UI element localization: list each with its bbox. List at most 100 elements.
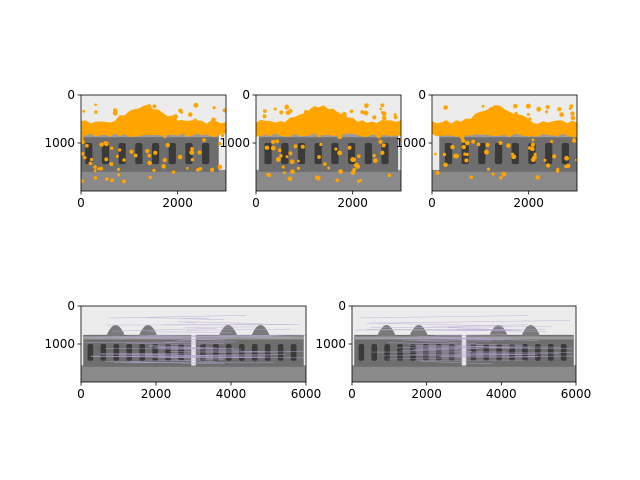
photo-window — [264, 344, 271, 361]
photo-window — [358, 344, 365, 361]
photo-window — [113, 344, 120, 361]
x-tick-label: 2000 — [411, 387, 442, 401]
keypoint — [398, 138, 401, 142]
keypoint — [210, 167, 215, 172]
keypoint — [258, 123, 261, 127]
match-line — [388, 342, 524, 346]
y-tick-label: 0 — [67, 299, 75, 313]
keypoint — [337, 134, 343, 140]
keypoint — [443, 162, 448, 168]
keypoint — [275, 139, 280, 144]
x-tick-label: 2000 — [162, 196, 193, 210]
match-line — [370, 326, 552, 329]
photo-cornice — [81, 133, 219, 138]
keypoint — [190, 146, 194, 151]
photo-window — [100, 344, 107, 361]
photo-window — [509, 344, 515, 361]
keypoint — [110, 146, 114, 150]
keypoint — [381, 143, 386, 148]
keypoint — [469, 175, 474, 180]
match-line — [434, 334, 508, 337]
photo-street — [81, 169, 226, 191]
match-line — [380, 329, 546, 332]
keypoint — [550, 139, 554, 144]
keypoint — [115, 154, 119, 158]
photo-window — [139, 344, 146, 361]
keypoint — [264, 145, 270, 150]
keypoint — [533, 152, 537, 156]
keypoint — [491, 172, 495, 176]
match-line — [127, 334, 291, 338]
keypoint — [373, 158, 378, 163]
photo-window — [535, 344, 541, 361]
keypoint — [364, 103, 369, 109]
keypoint — [218, 142, 222, 146]
match-line — [105, 348, 242, 350]
keypoint — [272, 124, 276, 128]
match-line — [126, 355, 244, 358]
keypoint — [372, 154, 376, 158]
keypoint — [486, 167, 491, 171]
keypoint — [315, 175, 321, 181]
match-line — [366, 320, 570, 324]
photo-cornice — [466, 336, 574, 340]
keypoint — [349, 109, 354, 114]
photo-dome — [105, 325, 126, 338]
keypoint — [105, 131, 109, 135]
keypoint — [536, 125, 541, 130]
keypoint — [185, 166, 189, 170]
photo-window — [410, 344, 416, 361]
keypoint — [489, 107, 493, 111]
match-line — [431, 337, 539, 341]
keypoint — [93, 176, 98, 180]
match-line — [416, 345, 561, 348]
keypoint — [114, 120, 120, 125]
keypoint — [294, 126, 299, 130]
match-line — [177, 321, 196, 324]
photo-window — [135, 143, 143, 165]
match-line — [359, 315, 529, 319]
keypoint — [543, 158, 547, 162]
photo-street — [256, 169, 401, 191]
match-line — [439, 354, 509, 357]
photo-window — [560, 344, 567, 361]
photo-window — [423, 344, 429, 361]
keypoint — [464, 158, 469, 163]
keypoint — [531, 138, 535, 142]
keypoint — [481, 104, 485, 108]
keypoint — [153, 150, 158, 155]
match-line — [409, 353, 559, 356]
keypoint — [212, 106, 216, 110]
keypoint — [104, 125, 109, 130]
axes-5: 0 2000 4000 6000 0 1000 — [315, 299, 591, 401]
keypoint — [461, 144, 466, 150]
keypoint — [452, 132, 457, 137]
keypoint — [104, 157, 109, 162]
match-line — [176, 338, 228, 341]
keypoint — [528, 117, 532, 121]
match-line — [83, 334, 279, 338]
keypoint — [81, 179, 85, 183]
keypoint — [331, 122, 337, 127]
photo-window — [202, 143, 210, 165]
keypoint — [290, 169, 295, 174]
match-line — [352, 337, 512, 339]
photo-street — [352, 365, 464, 382]
keypoint — [193, 102, 199, 108]
keypoint — [448, 125, 453, 130]
keypoint — [189, 127, 193, 131]
x-tick-label: 0 — [77, 196, 85, 210]
keypoint — [193, 118, 197, 122]
keypoint — [443, 105, 448, 110]
keypoint — [525, 103, 531, 109]
keypoint — [177, 154, 183, 160]
keypoint — [532, 155, 537, 160]
keypoint — [493, 119, 497, 123]
photo-cornice — [258, 133, 399, 138]
keypoint — [323, 112, 327, 116]
keypoint — [552, 128, 558, 134]
y-tick-label: 1000 — [44, 337, 75, 351]
keypoint — [317, 155, 321, 159]
y-tick-label: 1000 — [315, 337, 346, 351]
y-tick-label: 1000 — [395, 136, 426, 150]
